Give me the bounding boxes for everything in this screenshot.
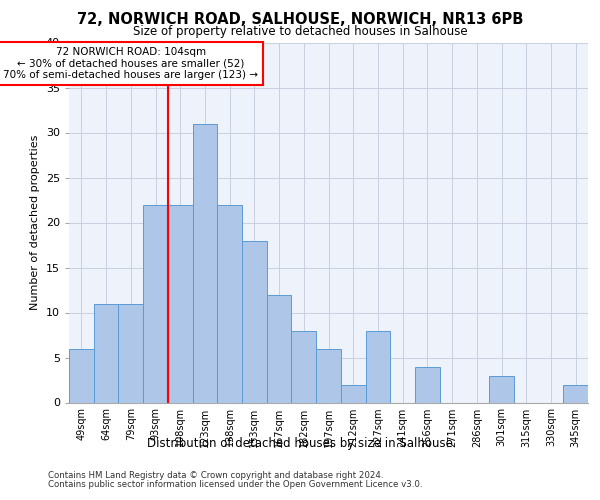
- Bar: [118, 304, 143, 402]
- Bar: [193, 124, 217, 402]
- Bar: [489, 376, 514, 402]
- Bar: [316, 348, 341, 403]
- Bar: [94, 304, 118, 402]
- Text: Contains public sector information licensed under the Open Government Licence v3: Contains public sector information licen…: [48, 480, 422, 489]
- Bar: [168, 204, 193, 402]
- Bar: [69, 348, 94, 403]
- Bar: [217, 204, 242, 402]
- Bar: [242, 240, 267, 402]
- Text: Distribution of detached houses by size in Salhouse: Distribution of detached houses by size …: [147, 437, 453, 450]
- Bar: [267, 294, 292, 403]
- Bar: [563, 384, 588, 402]
- Text: Size of property relative to detached houses in Salhouse: Size of property relative to detached ho…: [133, 25, 467, 38]
- Bar: [415, 366, 440, 402]
- Y-axis label: Number of detached properties: Number of detached properties: [30, 135, 40, 310]
- Text: 72 NORWICH ROAD: 104sqm
← 30% of detached houses are smaller (52)
70% of semi-de: 72 NORWICH ROAD: 104sqm ← 30% of detache…: [3, 47, 258, 80]
- Text: 72, NORWICH ROAD, SALHOUSE, NORWICH, NR13 6PB: 72, NORWICH ROAD, SALHOUSE, NORWICH, NR1…: [77, 12, 523, 28]
- Bar: [365, 330, 390, 402]
- Bar: [292, 330, 316, 402]
- Bar: [143, 204, 168, 402]
- Text: Contains HM Land Registry data © Crown copyright and database right 2024.: Contains HM Land Registry data © Crown c…: [48, 471, 383, 480]
- Bar: [341, 384, 365, 402]
